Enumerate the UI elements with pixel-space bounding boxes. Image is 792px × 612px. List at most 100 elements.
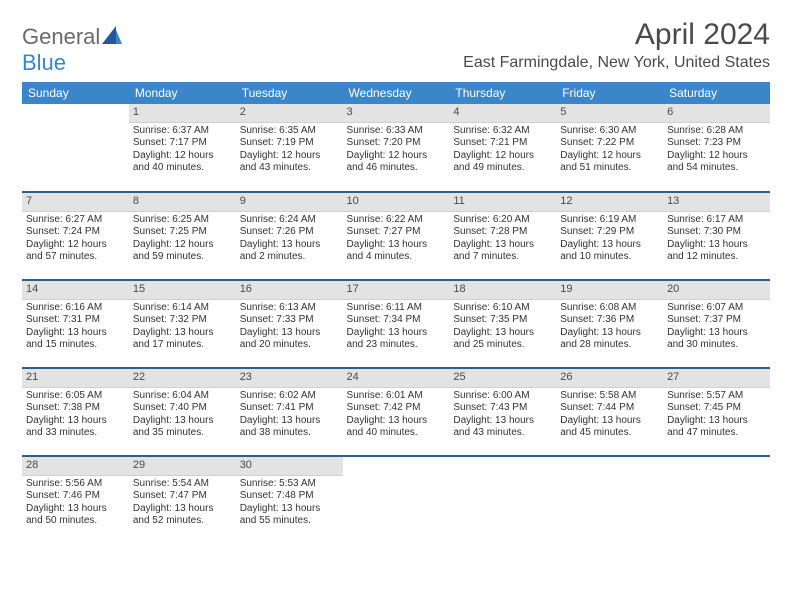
daylight-text: Daylight: 12 hours and 49 minutes.	[453, 150, 552, 175]
location-label: East Farmingdale, New York, United State…	[463, 54, 770, 72]
dow-wednesday: Wednesday	[343, 82, 450, 104]
sunrise-text: Sunrise: 6:24 AM	[240, 214, 339, 227]
daylight-text: Daylight: 12 hours and 59 minutes.	[133, 239, 232, 264]
day-number: 3	[343, 104, 450, 123]
day-cell: 10Sunrise: 6:22 AMSunset: 7:27 PMDayligh…	[343, 192, 450, 280]
dow-friday: Friday	[556, 82, 663, 104]
day-cell: 21Sunrise: 6:05 AMSunset: 7:38 PMDayligh…	[22, 368, 129, 456]
sunrise-text: Sunrise: 6:33 AM	[347, 125, 446, 138]
day-cell: 1Sunrise: 6:37 AMSunset: 7:17 PMDaylight…	[129, 104, 236, 192]
dow-thursday: Thursday	[449, 82, 556, 104]
dow-saturday: Saturday	[663, 82, 770, 104]
daylight-text: Daylight: 13 hours and 30 minutes.	[667, 327, 766, 352]
sunset-text: Sunset: 7:42 PM	[347, 402, 446, 415]
dow-tuesday: Tuesday	[236, 82, 343, 104]
day-number: 9	[236, 193, 343, 212]
day-cell: 18Sunrise: 6:10 AMSunset: 7:35 PMDayligh…	[449, 280, 556, 368]
sunrise-text: Sunrise: 6:32 AM	[453, 125, 552, 138]
daylight-text: Daylight: 12 hours and 54 minutes.	[667, 150, 766, 175]
sunset-text: Sunset: 7:32 PM	[133, 314, 232, 327]
calendar-body: 1Sunrise: 6:37 AMSunset: 7:17 PMDaylight…	[22, 104, 770, 544]
day-number: 1	[129, 104, 236, 123]
day-cell: 16Sunrise: 6:13 AMSunset: 7:33 PMDayligh…	[236, 280, 343, 368]
sunrise-text: Sunrise: 6:35 AM	[240, 125, 339, 138]
header: GeneralBlue April 2024 East Farmingdale,…	[22, 18, 770, 76]
sunset-text: Sunset: 7:22 PM	[560, 137, 659, 150]
sunrise-text: Sunrise: 6:04 AM	[133, 390, 232, 403]
daylight-text: Daylight: 12 hours and 46 minutes.	[347, 150, 446, 175]
daylight-text: Daylight: 13 hours and 12 minutes.	[667, 239, 766, 264]
day-cell: 19Sunrise: 6:08 AMSunset: 7:36 PMDayligh…	[556, 280, 663, 368]
day-number: 30	[236, 457, 343, 476]
sail-icon	[102, 26, 122, 44]
sunrise-text: Sunrise: 6:02 AM	[240, 390, 339, 403]
day-number: 10	[343, 193, 450, 212]
day-cell: 28Sunrise: 5:56 AMSunset: 7:46 PMDayligh…	[22, 456, 129, 544]
daylight-text: Daylight: 13 hours and 15 minutes.	[26, 327, 125, 352]
day-number: 25	[449, 369, 556, 388]
sunset-text: Sunset: 7:24 PM	[26, 226, 125, 239]
sunset-text: Sunset: 7:35 PM	[453, 314, 552, 327]
day-number: 27	[663, 369, 770, 388]
day-cell: 7Sunrise: 6:27 AMSunset: 7:24 PMDaylight…	[22, 192, 129, 280]
day-number: 22	[129, 369, 236, 388]
day-number: 19	[556, 281, 663, 300]
day-of-week-header: Sunday Monday Tuesday Wednesday Thursday…	[22, 82, 770, 104]
sunrise-text: Sunrise: 6:07 AM	[667, 302, 766, 315]
daylight-text: Daylight: 13 hours and 40 minutes.	[347, 415, 446, 440]
calendar-page: GeneralBlue April 2024 East Farmingdale,…	[0, 0, 792, 562]
day-cell: 4Sunrise: 6:32 AMSunset: 7:21 PMDaylight…	[449, 104, 556, 192]
day-cell: 25Sunrise: 6:00 AMSunset: 7:43 PMDayligh…	[449, 368, 556, 456]
day-cell: 5Sunrise: 6:30 AMSunset: 7:22 PMDaylight…	[556, 104, 663, 192]
daylight-text: Daylight: 13 hours and 35 minutes.	[133, 415, 232, 440]
daylight-text: Daylight: 13 hours and 20 minutes.	[240, 327, 339, 352]
day-cell: 9Sunrise: 6:24 AMSunset: 7:26 PMDaylight…	[236, 192, 343, 280]
daylight-text: Daylight: 13 hours and 10 minutes.	[560, 239, 659, 264]
dow-sunday: Sunday	[22, 82, 129, 104]
day-number: 6	[663, 104, 770, 123]
sunrise-text: Sunrise: 5:53 AM	[240, 478, 339, 491]
day-cell: 2Sunrise: 6:35 AMSunset: 7:19 PMDaylight…	[236, 104, 343, 192]
daylight-text: Daylight: 13 hours and 7 minutes.	[453, 239, 552, 264]
sunset-text: Sunset: 7:30 PM	[667, 226, 766, 239]
day-number: 15	[129, 281, 236, 300]
day-cell: 13Sunrise: 6:17 AMSunset: 7:30 PMDayligh…	[663, 192, 770, 280]
sunset-text: Sunset: 7:28 PM	[453, 226, 552, 239]
sunrise-text: Sunrise: 5:58 AM	[560, 390, 659, 403]
day-number: 4	[449, 104, 556, 123]
sunset-text: Sunset: 7:38 PM	[26, 402, 125, 415]
daylight-text: Daylight: 12 hours and 43 minutes.	[240, 150, 339, 175]
daylight-text: Daylight: 13 hours and 2 minutes.	[240, 239, 339, 264]
daylight-text: Daylight: 12 hours and 51 minutes.	[560, 150, 659, 175]
daylight-text: Daylight: 13 hours and 45 minutes.	[560, 415, 659, 440]
sunset-text: Sunset: 7:37 PM	[667, 314, 766, 327]
sunrise-text: Sunrise: 6:37 AM	[133, 125, 232, 138]
day-number: 12	[556, 193, 663, 212]
day-cell: 29Sunrise: 5:54 AMSunset: 7:47 PMDayligh…	[129, 456, 236, 544]
day-cell: 12Sunrise: 6:19 AMSunset: 7:29 PMDayligh…	[556, 192, 663, 280]
day-cell: 3Sunrise: 6:33 AMSunset: 7:20 PMDaylight…	[343, 104, 450, 192]
sunset-text: Sunset: 7:44 PM	[560, 402, 659, 415]
day-number: 7	[22, 193, 129, 212]
sunset-text: Sunset: 7:19 PM	[240, 137, 339, 150]
day-number: 17	[343, 281, 450, 300]
sunset-text: Sunset: 7:23 PM	[667, 137, 766, 150]
day-number: 18	[449, 281, 556, 300]
sunset-text: Sunset: 7:33 PM	[240, 314, 339, 327]
daylight-text: Daylight: 13 hours and 55 minutes.	[240, 503, 339, 528]
day-cell: 22Sunrise: 6:04 AMSunset: 7:40 PMDayligh…	[129, 368, 236, 456]
sunset-text: Sunset: 7:27 PM	[347, 226, 446, 239]
sunset-text: Sunset: 7:36 PM	[560, 314, 659, 327]
day-cell: 17Sunrise: 6:11 AMSunset: 7:34 PMDayligh…	[343, 280, 450, 368]
sunset-text: Sunset: 7:47 PM	[133, 490, 232, 503]
day-number: 14	[22, 281, 129, 300]
daylight-text: Daylight: 13 hours and 38 minutes.	[240, 415, 339, 440]
day-cell: 14Sunrise: 6:16 AMSunset: 7:31 PMDayligh…	[22, 280, 129, 368]
sunrise-text: Sunrise: 6:14 AM	[133, 302, 232, 315]
sunset-text: Sunset: 7:43 PM	[453, 402, 552, 415]
daylight-text: Daylight: 13 hours and 43 minutes.	[453, 415, 552, 440]
day-cell: 20Sunrise: 6:07 AMSunset: 7:37 PMDayligh…	[663, 280, 770, 368]
sunrise-text: Sunrise: 6:16 AM	[26, 302, 125, 315]
sunrise-text: Sunrise: 6:20 AM	[453, 214, 552, 227]
daylight-text: Daylight: 13 hours and 50 minutes.	[26, 503, 125, 528]
